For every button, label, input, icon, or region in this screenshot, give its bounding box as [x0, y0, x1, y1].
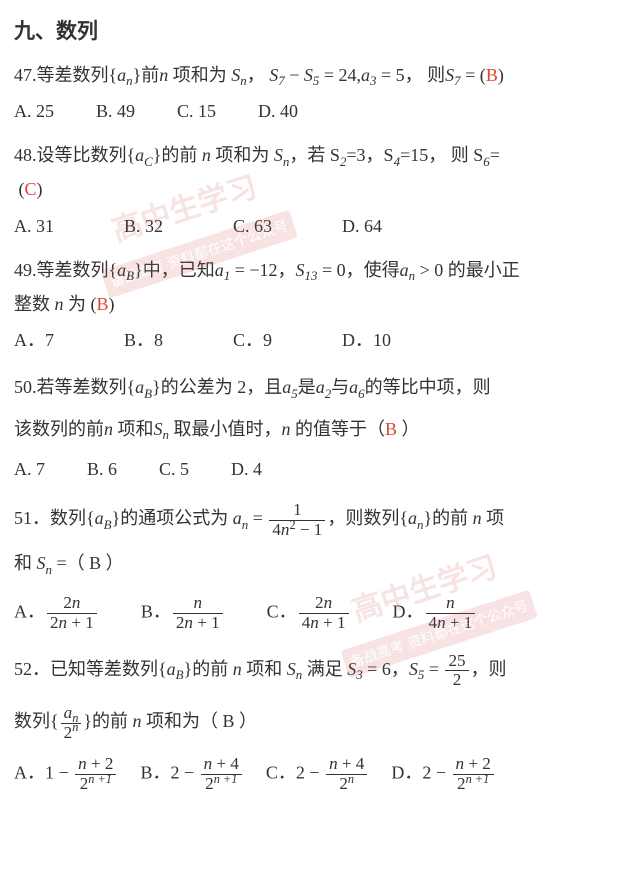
- option-51-b: B．n2n + 1: [141, 594, 225, 633]
- option-48-c: C. 63: [233, 209, 272, 243]
- option-50-a: A. 7: [14, 452, 45, 486]
- question-49: 49.等差数列{aB}中，已知a1 = −12，S13 = 0，使得an > 0…: [14, 253, 626, 321]
- option-52-d: D．2 − n + 22n +1: [391, 755, 495, 794]
- options-47: A. 25 B. 49 C. 15 D. 40: [14, 94, 626, 128]
- option-51-a: A．2n2n + 1: [14, 594, 99, 633]
- option-48-a: A. 31: [14, 209, 54, 243]
- option-47-d: D. 40: [258, 94, 298, 128]
- options-50: A. 7 B. 6 C. 5 D. 4: [14, 452, 626, 486]
- answer-48: C: [25, 179, 37, 199]
- options-51: A．2n2n + 1 B．n2n + 1 C．2n4n + 1 D．n4n + …: [14, 594, 626, 633]
- option-47-a: A. 25: [14, 94, 54, 128]
- options-52: A．1 − n + 22n +1 B．2 − n + 42n +1 C．2 − …: [14, 755, 626, 794]
- question-51: 51．数列{aB}的通项公式为 an = 14n2 − 1，则数列{an}的前 …: [14, 496, 626, 586]
- option-49-a: A．7: [14, 323, 54, 357]
- question-52: 52．已知等差数列{aB}的前 n 项和 Sn 满足 S3 = 6，S5 = 2…: [14, 643, 626, 747]
- option-50-d: D. 4: [231, 452, 262, 486]
- option-50-b: B. 6: [87, 452, 117, 486]
- option-49-d: D．10: [342, 323, 391, 357]
- question-50: 50.若等差数列{aB}的公差为 2，且a5是a2与a6的等比中项，则 该数列的…: [14, 367, 626, 450]
- option-52-a: A．1 − n + 22n +1: [14, 755, 118, 794]
- option-49-c: C．9: [233, 323, 272, 357]
- option-50-c: C. 5: [159, 452, 189, 486]
- section-title: 九、数列: [14, 12, 626, 52]
- option-48-d: D. 64: [342, 209, 382, 243]
- option-52-c: C．2 − n + 42n: [266, 755, 369, 794]
- answer-50: B: [385, 419, 397, 439]
- option-47-b: B. 49: [96, 94, 135, 128]
- option-47-c: C. 15: [177, 94, 216, 128]
- option-52-b: B．2 − n + 42n +1: [140, 755, 243, 794]
- options-48: A. 31 B. 32 C. 63 D. 64: [14, 209, 626, 243]
- question-47: 47.等差数列{an}前n 项和为 Sn， S7 − S5 = 24,a3 = …: [14, 58, 626, 92]
- option-48-b: B. 32: [124, 209, 163, 243]
- question-48: 48.设等比数列{aC}的前 n 项和为 Sn，若 S2=3，S4=15， 则 …: [14, 138, 626, 206]
- option-51-c: C．2n4n + 1: [267, 594, 351, 633]
- answer-49: B: [97, 294, 109, 314]
- answer-52: B: [222, 711, 234, 731]
- option-49-b: B．8: [124, 323, 163, 357]
- option-51-d: D．n4n + 1: [393, 594, 478, 633]
- answer-51: B: [89, 553, 101, 573]
- answer-47: B: [486, 65, 498, 85]
- options-49: A．7 B．8 C．9 D．10: [14, 323, 626, 357]
